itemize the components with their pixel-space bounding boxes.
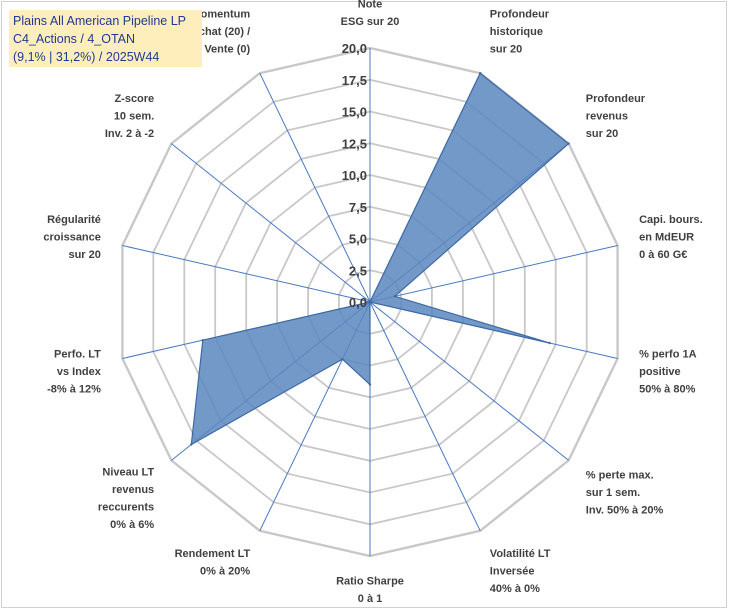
axis-label: Ratio Sharpe 0 à 1 <box>336 576 404 606</box>
axis-label-line: sur 20 <box>586 128 618 140</box>
axis-label-line: reccurents <box>98 501 154 513</box>
axis-label-line: Ratio Sharpe <box>336 576 404 588</box>
tick-label: 17,5 <box>342 73 367 88</box>
tick-label: 7,5 <box>349 200 367 215</box>
axis-label-line: 0% à 6% <box>110 519 154 531</box>
series-area <box>190 72 570 446</box>
axis-label: Momentum Achat (20) / Vente (0) <box>191 8 251 55</box>
axis-label-line: Volatilité LT <box>490 548 551 560</box>
axis-label-line: 40% à 0% <box>490 583 540 595</box>
axis-label-line: Inv. 2 à -2 <box>105 128 154 140</box>
tick-label: 12,5 <box>342 136 367 151</box>
chart-title-box: Plains All American Pipeline LP C4_Actio… <box>9 10 202 67</box>
data-point <box>341 358 344 361</box>
axis-label-line: Momentum <box>192 8 251 20</box>
axis-spoke <box>369 301 569 461</box>
data-point <box>368 300 372 304</box>
axis-label-line: Profondeur <box>490 8 550 20</box>
axis-label-line: Rendement LT <box>175 548 251 560</box>
tick-label: 10,0 <box>342 168 367 183</box>
axis-label-line: revenus <box>586 110 628 122</box>
axis-label-line: sur 20 <box>490 43 522 55</box>
tick-layer: 0,0 2,5 5,0 7,5 10,0 12,5 15,0 17,5 20,0 <box>342 41 367 310</box>
label-layer: Note ESG sur 20 Profondeur historique sur 20… <box>43 0 702 605</box>
axis-label-line: Régularité <box>47 214 101 226</box>
data-point <box>201 339 204 342</box>
axis-spoke <box>259 72 371 303</box>
axis-label: Profondeur revenus sur 20 <box>586 93 646 140</box>
data-layer <box>190 72 570 446</box>
data-point <box>548 341 551 345</box>
data-point <box>368 383 372 386</box>
axis-label-line: 10 sem. <box>114 110 154 122</box>
axis-label-line: Niveau LT <box>102 466 154 478</box>
axis-label-line: 0 à 60 G€ <box>639 249 687 261</box>
data-point <box>567 142 570 145</box>
tick-label: 2,5 <box>349 263 367 278</box>
axis-label-line: croissance <box>43 232 100 244</box>
data-point <box>479 72 482 75</box>
axis-label-line: 0 à 1 <box>358 593 382 605</box>
axis-label: % perte max. sur 1 sem. Inv. 50% à 20% <box>586 470 664 517</box>
chart-title-line-1: Plains All American Pipeline LP <box>13 14 187 28</box>
axis-label-line: sur 20 <box>68 249 100 261</box>
axis-spoke <box>122 245 371 303</box>
tick-label: 5,0 <box>349 232 367 247</box>
axis-label-line: % perte max. <box>586 470 654 482</box>
chart-title-line-3: (9,1% | 31,2%) / 2025W44 <box>13 50 160 64</box>
data-point <box>393 295 396 298</box>
axis-label-line: Note <box>358 0 382 11</box>
tick-label: 15,0 <box>342 105 367 120</box>
axis-label-line: en MdEUR <box>639 232 694 244</box>
axis-label: Capi. bours. en MdEUR 0 à 60 G€ <box>639 214 703 261</box>
axis-label-line: Perfo. LT <box>54 349 101 361</box>
axis-label: Z-score 10 sem. Inv. 2 à -2 <box>105 93 154 140</box>
axis-label-line: vs Index <box>57 366 102 378</box>
axis-label-line: sur 1 sem. <box>586 487 640 499</box>
axis-label-line: Achat (20) / <box>191 26 250 38</box>
axis-spoke <box>369 301 481 532</box>
axis-label-line: Inversée <box>490 566 535 578</box>
axis-label-line: Inv. 50% à 20% <box>586 505 664 517</box>
axis-label: Régularité croissance sur 20 <box>43 214 100 261</box>
axis-label: Niveau LT revenus reccurents 0% à 6% <box>98 466 155 531</box>
axis-label: Volatilité LT Inversée 40% à 0% <box>490 548 551 595</box>
axis-spoke <box>369 245 618 303</box>
axis-label-line: Vente (0) <box>204 43 250 55</box>
axis-spoke <box>171 143 371 303</box>
axis-label-line: Z-score <box>114 93 154 105</box>
axis-label: Profondeur historique sur 20 <box>490 8 550 55</box>
axis-label: Perfo. LT vs Index -8% à 12% <box>47 349 102 396</box>
tick-label: 0,0 <box>349 295 367 310</box>
axis-label: % perfo 1A positive 50% à 80% <box>639 349 697 396</box>
axis-label-line: Profondeur <box>586 93 646 105</box>
axis-label: Note ESG sur 20 <box>341 0 400 28</box>
axis-label-line: positive <box>639 366 681 378</box>
axis-label-line: Capi. bours. <box>639 214 703 226</box>
axis-label-line: historique <box>490 26 543 38</box>
axis-label-line: 0% à 20% <box>200 566 250 578</box>
tick-label: 20,0 <box>342 41 367 56</box>
axis-label-line: 50% à 80% <box>639 384 695 396</box>
axis-label-line: % perfo 1A <box>639 349 697 361</box>
chart-title-line-2: C4_Actions / 4_OTAN <box>13 32 136 46</box>
axis-label-line: -8% à 12% <box>47 384 101 396</box>
data-point <box>190 443 193 446</box>
axis-label: Rendement LT 0% à 20% <box>175 548 251 578</box>
axis-label-line: revenus <box>112 484 154 496</box>
axis-label-line: ESG sur 20 <box>341 16 400 28</box>
